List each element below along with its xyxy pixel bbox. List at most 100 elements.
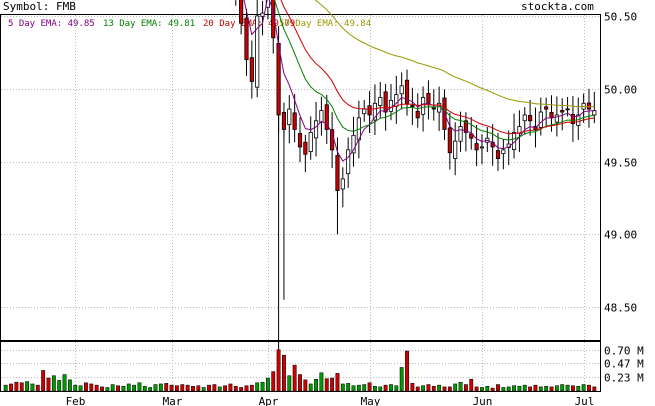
volume-bar <box>239 387 244 392</box>
candle-body <box>367 105 372 116</box>
candle-body <box>308 131 313 152</box>
ema-line-5 <box>243 0 595 162</box>
volume-bar <box>78 385 83 392</box>
volume-bar <box>180 384 185 392</box>
volume-bar <box>560 384 565 392</box>
volume-bar <box>57 380 62 392</box>
volume-bar <box>153 384 158 392</box>
candle-body <box>538 111 543 128</box>
candle-body <box>335 155 340 191</box>
volume-bar <box>9 383 13 392</box>
volume-panel-frame <box>0 341 601 392</box>
volume-bar <box>298 374 302 392</box>
volume-bar <box>265 377 270 392</box>
volume-bar <box>164 383 169 392</box>
candle-body <box>421 97 426 115</box>
candle-body <box>346 149 351 175</box>
candle-body <box>276 42 281 116</box>
candle-body <box>340 178 345 190</box>
volume-bar <box>105 387 110 392</box>
candle-body <box>565 108 570 111</box>
volume-bar <box>512 385 516 392</box>
month-label: Jul <box>575 395 595 406</box>
volume-bar <box>174 385 179 392</box>
volume-bar <box>212 384 217 392</box>
volume-bar <box>399 367 404 392</box>
volume-bar <box>490 387 495 392</box>
volume-bar <box>587 384 591 392</box>
candle-body <box>447 127 452 154</box>
candle-body <box>383 91 388 113</box>
volume-bar <box>148 387 153 392</box>
candle-body <box>458 126 463 142</box>
candle-body <box>287 108 292 125</box>
candle-body <box>297 133 303 148</box>
candle-body <box>554 114 559 123</box>
volume-bar <box>437 384 442 392</box>
candle-body <box>239 0 244 24</box>
candle-body <box>244 17 249 61</box>
volume-bar <box>46 377 51 392</box>
legend-ema50: 50 Day EMA: 49.84 <box>279 19 372 29</box>
volume-bar <box>463 384 468 392</box>
volume-bar <box>592 386 597 392</box>
volume-bar <box>538 386 543 392</box>
candle-body <box>592 110 597 116</box>
month-label: May <box>361 395 381 406</box>
volume-bar <box>485 386 490 392</box>
volume-bar <box>576 386 581 392</box>
volume-bar <box>228 383 233 392</box>
price-panel-frame <box>0 14 601 341</box>
month-label: Jun <box>473 395 493 406</box>
candle-body <box>265 0 270 8</box>
candle-body <box>324 104 329 130</box>
volume-bar <box>319 372 324 392</box>
volume-bar <box>260 381 265 392</box>
candle-body <box>586 102 592 110</box>
month-label: Mar <box>163 395 183 406</box>
volume-bar <box>303 379 308 392</box>
volume-bar <box>378 386 383 392</box>
candle-body <box>410 105 415 107</box>
volume-bar <box>421 385 426 392</box>
candle-body <box>431 107 436 110</box>
price-tick-label: 48.50 <box>604 302 637 315</box>
candle-body <box>522 114 527 122</box>
volume-bar <box>271 371 276 392</box>
volume-bar <box>340 383 345 392</box>
volume-bar <box>276 349 281 392</box>
volume-bar <box>110 384 115 392</box>
volume-bar <box>207 384 211 392</box>
volume-bar <box>554 385 559 392</box>
volume-bar <box>383 384 388 392</box>
candle-body <box>319 110 324 123</box>
volume-bar <box>121 386 126 392</box>
price-tick-label: 50.50 <box>604 11 637 24</box>
volume-bar <box>196 385 201 392</box>
candle-body <box>479 146 485 149</box>
volume-tick-label: 0.23 M <box>604 372 644 385</box>
ema-line-13 <box>274 0 595 141</box>
volume-bar <box>116 385 120 392</box>
volume-bar <box>581 384 586 392</box>
volume-bar <box>362 384 367 392</box>
volume-tick-label: 0.47 M <box>604 358 644 371</box>
volume-bar <box>565 384 570 392</box>
volume-bar <box>431 386 436 392</box>
candle-body <box>313 120 319 139</box>
volume-bar <box>51 375 56 392</box>
volume-bar <box>351 385 356 392</box>
candle-body <box>303 141 308 155</box>
candle-body <box>255 15 260 88</box>
candle-body <box>372 102 377 121</box>
candle-body <box>463 120 468 133</box>
volume-bar <box>330 377 335 392</box>
volume-bar <box>501 387 506 392</box>
volume-bar <box>324 378 329 392</box>
volume-bar <box>41 370 46 392</box>
candle-body <box>415 110 420 119</box>
volume-bar <box>100 386 104 392</box>
price-tick-label: 49.50 <box>604 157 637 170</box>
candle-body <box>426 92 431 104</box>
